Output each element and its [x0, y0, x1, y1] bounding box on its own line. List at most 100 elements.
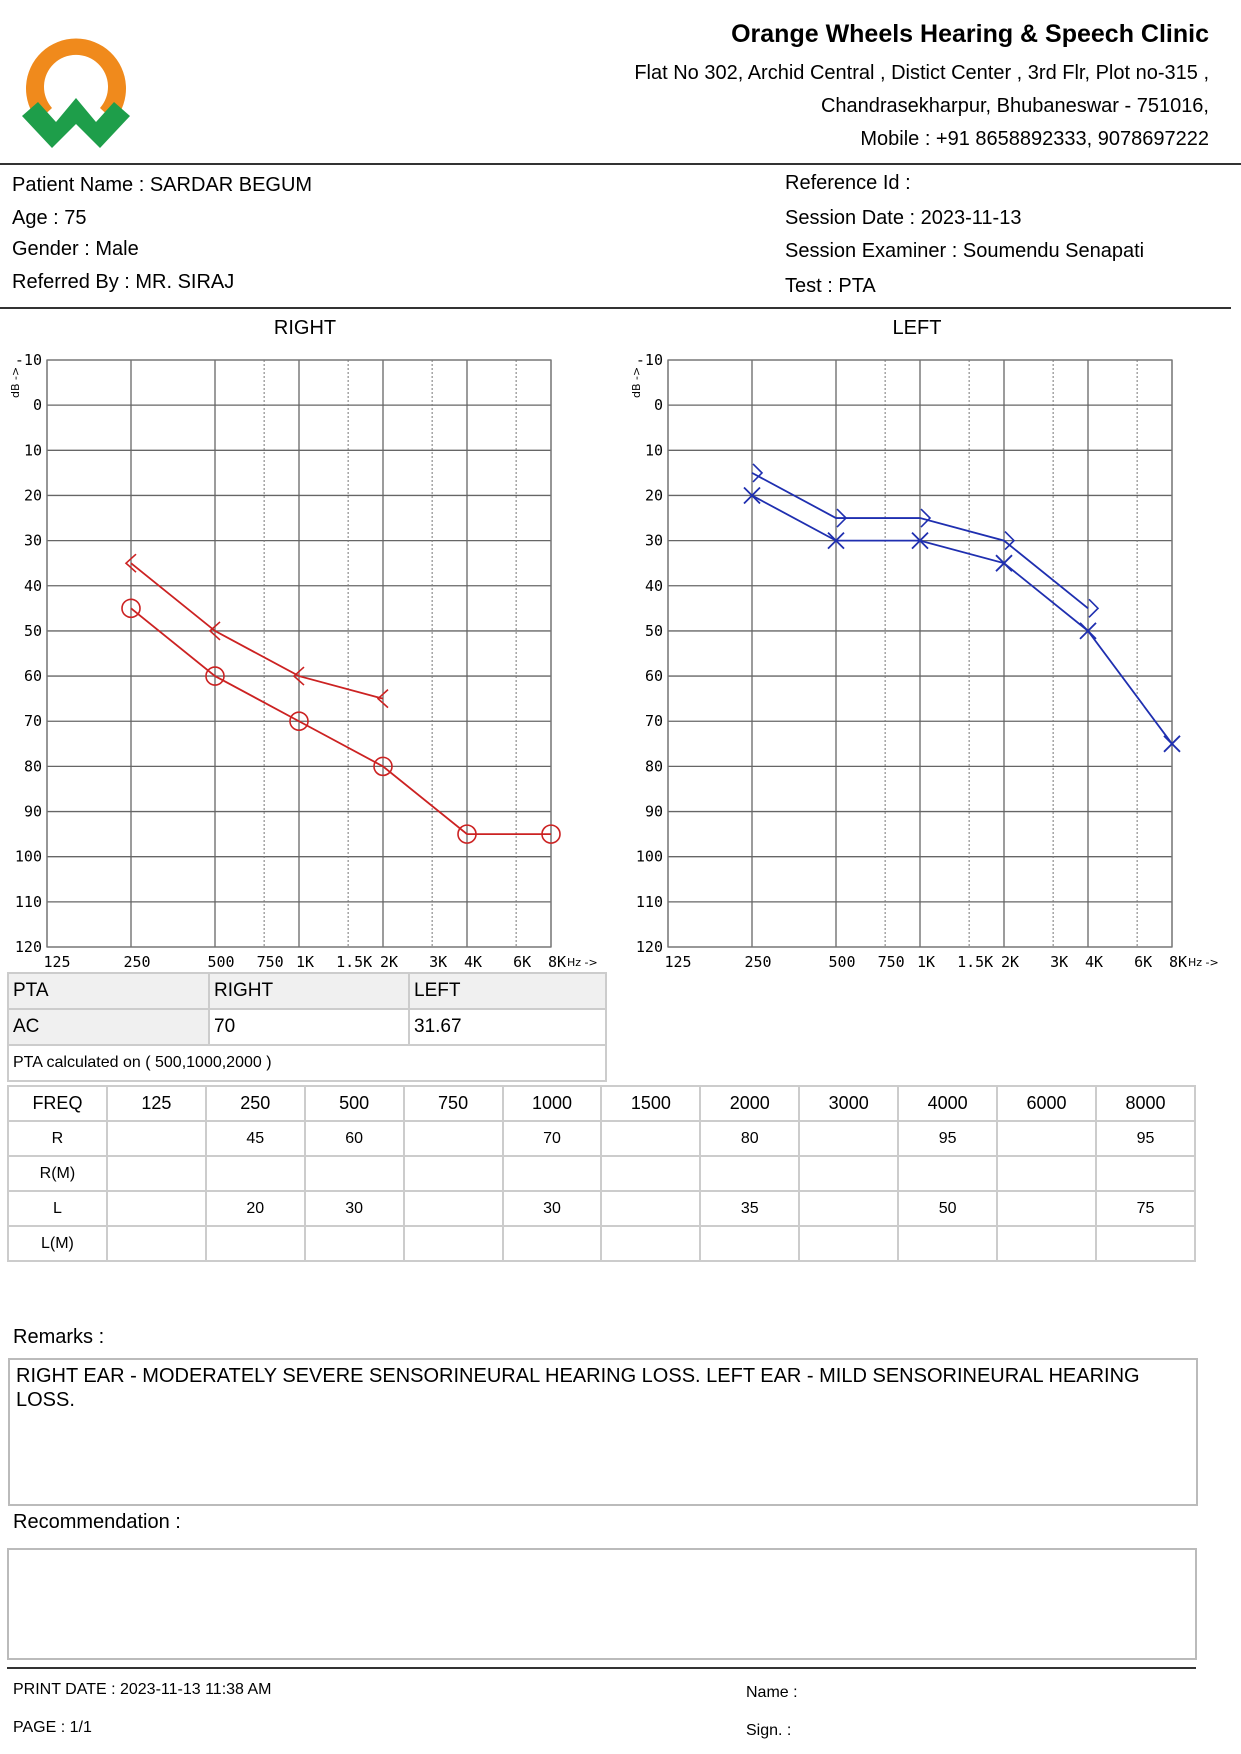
x-tick-label: 750: [878, 953, 905, 971]
y-tick-label: 40: [24, 577, 42, 595]
freq-cell: 70: [501, 1120, 603, 1157]
freq-cell: 95: [897, 1120, 999, 1157]
freq-cell: [105, 1225, 207, 1262]
session-date: Session Date : 2023-11-13: [785, 207, 1022, 229]
data-point-bracket-right: [1088, 598, 1100, 618]
y-tick-label: 20: [24, 486, 42, 504]
y-tick-label: 50: [645, 622, 663, 640]
y-tick-label: 0: [33, 396, 42, 414]
freq-cell: [501, 1155, 603, 1192]
y-tick-label: 80: [645, 757, 663, 775]
freq-cell: 60: [303, 1120, 405, 1157]
y-tick-label: 60: [24, 667, 42, 685]
y-tick-label: 30: [645, 532, 663, 550]
data-point-circle: [373, 756, 393, 777]
freq-cell: [303, 1225, 405, 1262]
freq-header-cell: 1000: [501, 1085, 603, 1122]
freq-cell: [402, 1155, 504, 1192]
x-axis-label: Hz ->: [567, 956, 598, 969]
freq-cell: [402, 1120, 504, 1157]
data-point-cross: [995, 554, 1013, 572]
y-tick-label: 10: [645, 441, 663, 459]
y-tick-label: 20: [645, 486, 663, 504]
freq-cell: 30: [303, 1190, 405, 1227]
data-point-bracket-right: [920, 508, 932, 528]
data-point-bracket-left: [376, 689, 389, 709]
y-tick-label: 120: [636, 938, 663, 956]
freq-header-cell: FREQ: [7, 1085, 108, 1122]
x-tick-label: 2K: [1001, 953, 1019, 971]
freq-header-cell: 125: [105, 1085, 207, 1122]
clinic-mobile: Mobile : +91 8658892333, 9078697222: [860, 128, 1209, 150]
y-tick-label: -10: [15, 351, 42, 369]
x-tick-label: 250: [744, 953, 771, 971]
pta-table: PTA RIGHT LEFT AC 70 31.67 PTA calculate…: [7, 972, 607, 1082]
x-tick-label: 6K: [1134, 953, 1152, 971]
y-tick-label: 50: [24, 622, 42, 640]
freq-header-cell: 1500: [600, 1085, 702, 1122]
freq-cell: [600, 1155, 702, 1192]
freq-header-cell: 250: [204, 1085, 306, 1122]
freq-cell: 35: [699, 1190, 801, 1227]
freq-header-cell: 3000: [798, 1085, 900, 1122]
series-line-circle: [130, 607, 551, 836]
freq-cell: R(M): [7, 1155, 108, 1192]
freq-cell: [105, 1155, 207, 1192]
freq-cell: [996, 1190, 1097, 1227]
x-tick-label: 500: [828, 953, 855, 971]
data-point-cross: [1079, 622, 1097, 640]
x-tick-label: 8K: [548, 953, 566, 971]
freq-cell: 20: [204, 1190, 306, 1227]
freq-cell: [798, 1155, 900, 1192]
y-tick-label: 30: [24, 532, 42, 550]
y-tick-label: 120: [15, 938, 42, 956]
freq-cell: [897, 1155, 999, 1192]
x-tick-label: 8K: [1169, 953, 1187, 971]
x-axis-label: Hz ->: [1188, 956, 1219, 969]
freq-row-rm: R(M): [7, 1155, 1197, 1192]
patient-referred-by: Referred By : MR. SIRAJ: [12, 271, 235, 293]
freq-header-row: FREQ 125 250 500 750 1000 1500 2000 3000 4000 6000…: [7, 1085, 1197, 1122]
y-tick-label: 110: [15, 893, 42, 911]
remarks-box: RIGHT EAR - MODERATELY SEVERE SENSORINEU…: [8, 1358, 1198, 1506]
pta-header-right: RIGHT: [208, 972, 410, 1010]
freq-cell: [204, 1225, 306, 1262]
frequency-table: FREQ 125 250 500 750 1000 1500 2000 3000 4000 6000…: [7, 1085, 1197, 1262]
recommendation-text: [9, 1550, 1195, 1558]
freq-cell: [402, 1190, 504, 1227]
series-line-bracket-right: [751, 472, 1089, 610]
x-tick-label: 6K: [513, 953, 531, 971]
y-tick-label: 70: [24, 712, 42, 730]
freq-cell: [798, 1120, 900, 1157]
freq-cell: 50: [897, 1190, 999, 1227]
freq-cell: [204, 1155, 306, 1192]
grid-frame: [667, 359, 1173, 948]
x-tick-label: 4K: [1085, 953, 1103, 971]
freq-cell: [699, 1155, 801, 1192]
freq-cell: [105, 1190, 207, 1227]
x-tick-label: 125: [664, 953, 691, 971]
freq-cell: [798, 1190, 900, 1227]
freq-header-cell: 2000: [699, 1085, 801, 1122]
patient-name: Patient Name : SARDAR BEGUM: [12, 174, 313, 196]
grid-frame: [46, 359, 552, 948]
recommendation-label: Recommendation :: [13, 1511, 181, 1533]
signature-sign: Sign. :: [746, 1722, 792, 1739]
data-point-circle: [205, 666, 225, 686]
footer-divider: [7, 1667, 1196, 1669]
freq-header-cell: 8000: [1094, 1085, 1197, 1122]
series-line-cross: [751, 494, 1173, 745]
pta-note-row: PTA calculated on ( 500,1000,2000 ): [7, 1044, 607, 1082]
clinic-name: Orange Wheels Hearing & Speech Clinic: [731, 20, 1209, 48]
freq-cell: [996, 1120, 1097, 1157]
y-tick-label: 100: [15, 848, 42, 866]
y-tick-label: 40: [645, 577, 663, 595]
logo-w: [22, 98, 130, 148]
header-divider: [0, 163, 1241, 165]
x-tick-label: 4K: [464, 953, 482, 971]
freq-cell: L(M): [7, 1225, 108, 1262]
y-tick-label: -10: [636, 351, 663, 369]
y-axis-label: dB ->: [630, 367, 643, 398]
x-tick-label: 1K: [296, 953, 314, 971]
